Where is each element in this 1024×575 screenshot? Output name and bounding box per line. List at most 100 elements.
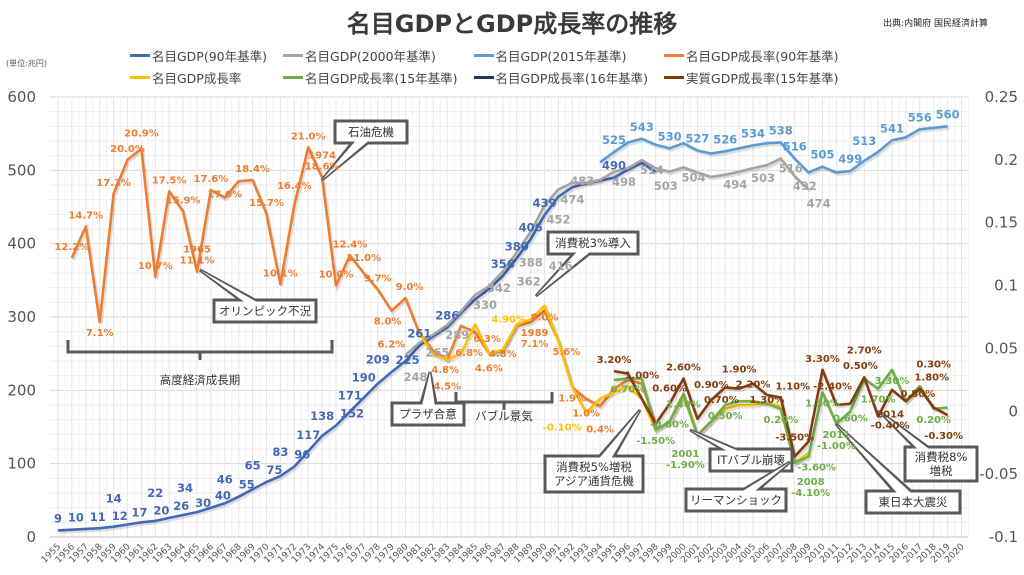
data-label: 525 — [602, 133, 626, 147]
data-label: 9 — [54, 511, 62, 525]
data-label: 55 — [239, 478, 255, 492]
data-label: 17.0% — [207, 190, 242, 201]
legend-item: 実質GDP成長率(15年基準) — [664, 68, 839, 87]
data-label: 83 — [272, 445, 288, 459]
series-line-7 — [613, 368, 949, 458]
data-label: 225 — [396, 353, 420, 367]
data-label: 0.60% — [833, 413, 868, 424]
y-left-tick-label: 300 — [7, 308, 36, 326]
data-label: 1.70% — [861, 395, 896, 406]
data-label: 2.60% — [666, 363, 701, 374]
data-label: 8.0% — [374, 317, 402, 328]
data-label: 14 — [106, 492, 122, 506]
data-label: 560 — [936, 107, 960, 121]
data-label: 8.0% — [531, 313, 559, 324]
data-label: 75 — [266, 463, 282, 477]
data-label: 10.7% — [138, 261, 173, 272]
series-shadow — [59, 163, 659, 534]
annotation-tax5: 消費税5%増税アジア通貨危機 — [543, 409, 645, 494]
data-label: 516 — [779, 162, 803, 176]
legend-swatch — [130, 76, 150, 79]
data-label: 2.20% — [736, 380, 771, 391]
unit-label: (単位:兆円) — [6, 59, 47, 68]
annotation-lehman: リーマンショック — [684, 460, 791, 513]
series-line-1 — [404, 157, 810, 357]
y-left-tick-label: 400 — [7, 235, 36, 253]
bracket-line — [454, 392, 554, 410]
data-label: 416 — [549, 259, 573, 273]
data-label: 541 — [880, 121, 904, 135]
data-label: 7.1% — [86, 328, 114, 339]
annotation-text: 消費税3%導入 — [555, 236, 631, 250]
annotation-text: 高度経済成長期 — [160, 373, 241, 387]
y-right-tick-label: 0.25 — [985, 88, 1018, 106]
data-label: 439 — [532, 196, 556, 210]
legend-swatch — [283, 54, 304, 57]
legend-item: 名目GDP成長率(16年基準) — [473, 68, 649, 87]
data-label: 1.50% — [805, 398, 840, 409]
data-label: 2011 -1.00% — [817, 430, 856, 452]
data-label: 26 — [173, 499, 189, 513]
data-label: 526 — [713, 132, 737, 146]
data-label: 513 — [852, 134, 876, 148]
series-shadow — [406, 158, 812, 359]
legend-label: 名目GDP成長率(16年基準) — [495, 71, 649, 86]
y-left-tick-label: 200 — [7, 381, 36, 399]
data-label: 380 — [505, 239, 529, 253]
data-label: -2.40% — [813, 381, 852, 392]
data-label: 248 — [403, 370, 427, 384]
legend-swatch — [664, 76, 685, 79]
data-label: 4.90% — [491, 315, 526, 326]
data-label: 0.90% — [694, 380, 729, 391]
data-label: 503 — [654, 179, 678, 193]
y-left-tick-label: 600 — [7, 88, 36, 106]
data-label: 16.4% — [277, 181, 312, 192]
data-label: 265 — [425, 346, 449, 360]
data-label: 17.5% — [152, 175, 187, 186]
data-label: 9.7% — [364, 273, 392, 284]
data-label: 171 — [338, 389, 362, 403]
legend-label: 名目GDP(2000年基準) — [305, 49, 436, 64]
data-label: 4.6% — [475, 363, 503, 374]
y-left-tick-label: 500 — [7, 161, 36, 179]
data-label: 543 — [630, 120, 654, 134]
y-right-tick-label: 0.15 — [985, 214, 1018, 232]
annotation-tax8: 消費税8%増税 — [878, 410, 979, 483]
data-label: 3.30% — [875, 376, 910, 387]
data-label: 117 — [296, 428, 320, 442]
data-label: 138 — [310, 409, 334, 423]
data-label: 492 — [793, 179, 817, 193]
data-label: 1.30% — [750, 395, 785, 406]
data-label: -0.30% — [924, 431, 963, 442]
data-label: 494 — [723, 178, 747, 192]
data-label: 527 — [685, 132, 709, 146]
callout-pointer-fill — [200, 270, 273, 311]
data-label: 330 — [473, 298, 497, 312]
data-label: 10.0% — [319, 270, 354, 281]
legend-label: 名目GDP(2015年基準) — [495, 49, 627, 64]
data-label: 483 — [570, 174, 594, 188]
data-label: 6.2% — [378, 339, 406, 350]
series-line-0 — [57, 161, 657, 532]
callout-pointer-fill — [322, 132, 379, 180]
y-right-tick-label: 0 — [1008, 402, 1018, 420]
annotation-plaza: プラザ合意 — [390, 371, 466, 427]
data-label: 0.50% — [843, 361, 878, 372]
legend-label: 名目GDP成長率(15年基準) — [305, 71, 458, 86]
data-label: 10 — [68, 511, 84, 525]
data-label: 362 — [517, 275, 541, 289]
data-label: 0.70% — [704, 395, 739, 406]
data-label: 530 — [658, 129, 682, 143]
annotation-high-growth: 高度経済成長期 — [66, 340, 334, 387]
annotation-text: バブル景気 — [475, 409, 533, 423]
y-left-tick-label: 100 — [7, 455, 36, 473]
annotation-quake: 東日本大震災 — [834, 422, 962, 515]
data-label: 2.70% — [847, 345, 882, 356]
data-label: 514 — [640, 163, 664, 177]
y-right-tick-label: 0.05 — [985, 339, 1018, 357]
data-label: 490 — [602, 159, 626, 173]
y-right-tick-label: -0.05 — [979, 465, 1018, 483]
data-label: -3.50% — [775, 433, 814, 444]
data-label: 4.5% — [433, 382, 461, 393]
data-label: 452 — [546, 213, 570, 227]
